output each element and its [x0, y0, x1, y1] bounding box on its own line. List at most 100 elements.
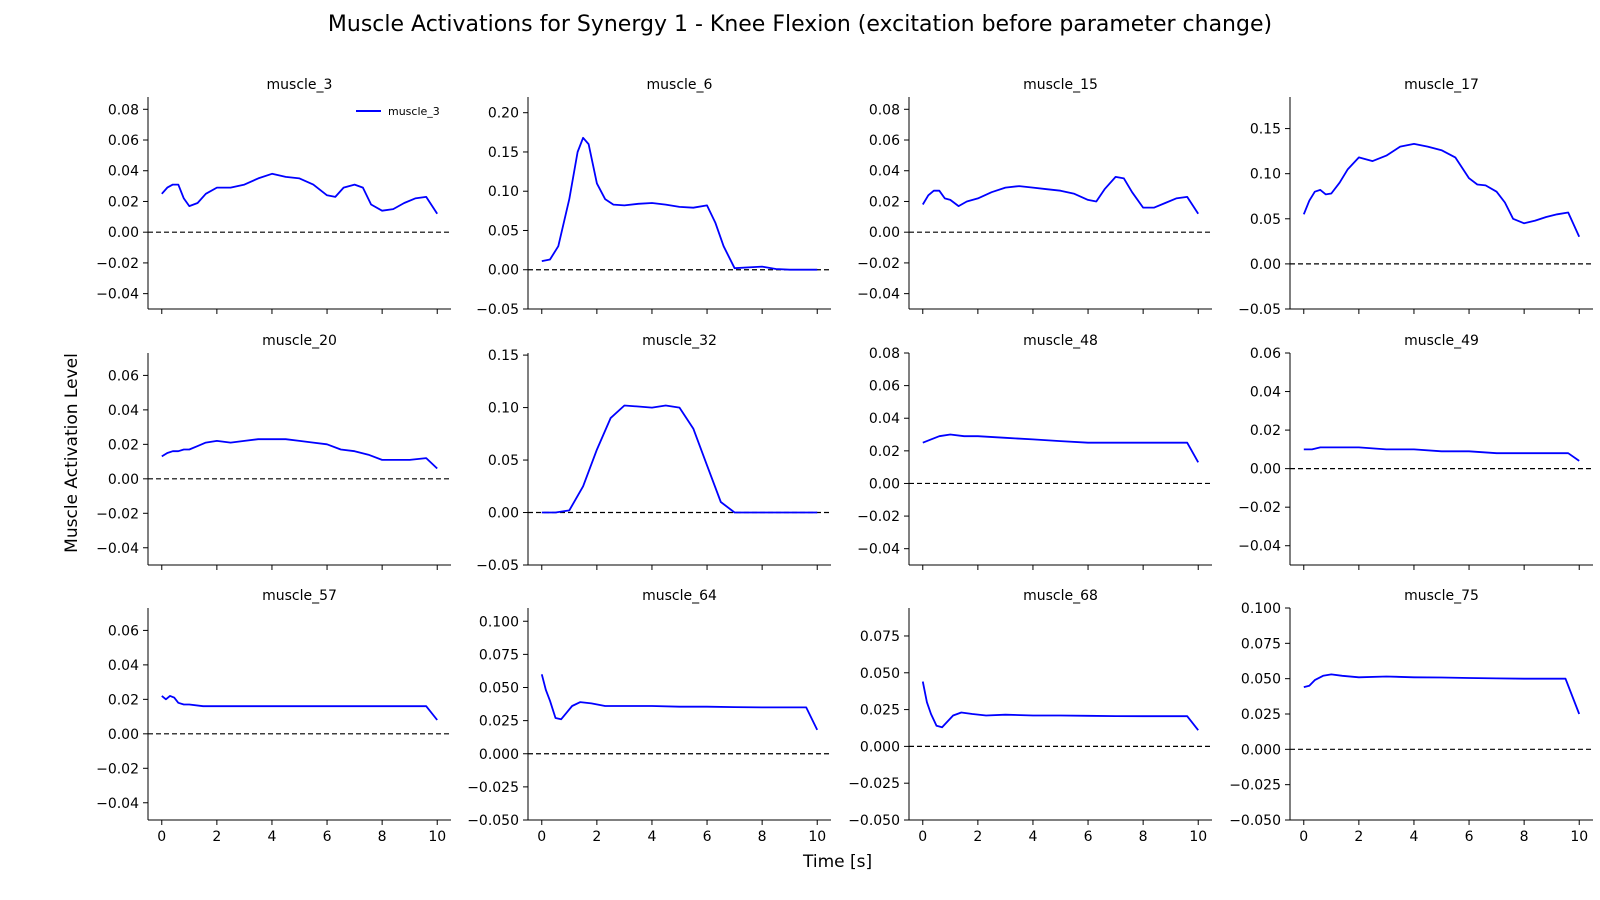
x-tick-label: 0	[537, 829, 546, 845]
y-tick-label: −0.025	[1229, 778, 1281, 794]
y-tick-label: 0.15	[488, 145, 519, 161]
x-tick-label: 4	[267, 829, 276, 845]
y-tick-label: −0.02	[1238, 500, 1281, 516]
y-tick-label: 0.075	[1241, 636, 1281, 652]
subplot-muscle_32: muscle_32 −0.05 0.00 0.05 0.10 0.15	[476, 333, 831, 574]
series-line-muscle_49	[1303, 446, 1580, 462]
x-tick-label: 10	[1570, 829, 1588, 845]
series-line-muscle_17	[1302, 142, 1581, 238]
y-tick-label: −0.04	[857, 287, 900, 303]
subplot-title: muscle_15	[1023, 77, 1098, 93]
y-tick-label: 0.050	[479, 681, 519, 697]
y-tick-label: −0.025	[848, 776, 900, 792]
y-tick-label: 0.08	[108, 102, 139, 118]
y-tick-label: 0.000	[860, 739, 900, 755]
y-tick-label: −0.050	[467, 813, 519, 829]
y-tick-label: 0.08	[869, 102, 900, 118]
y-tick-label: 0.100	[1241, 601, 1281, 617]
x-tick-label: 0	[157, 829, 166, 845]
y-tick-label: 0.00	[1250, 257, 1281, 273]
y-tick-label: 0.00	[488, 506, 519, 522]
y-tick-label: 0.075	[479, 647, 519, 663]
x-tick-label: 10	[1189, 829, 1207, 845]
y-tick-label: 0.00	[108, 472, 139, 488]
y-tick-label: 0.08	[869, 346, 900, 362]
x-tick-label: 4	[1409, 829, 1418, 845]
y-tick-label: 0.00	[108, 727, 139, 743]
subplot-muscle_17: muscle_17 −0.05 0.00 0.05 0.10 0.15	[1238, 77, 1593, 318]
y-tick-label: 0.025	[1241, 707, 1281, 723]
x-tick-label: 6	[703, 829, 712, 845]
y-tick-label: −0.025	[467, 780, 519, 796]
x-tick-label: 6	[1465, 829, 1474, 845]
y-tick-label: 0.00	[108, 225, 139, 241]
figure-title: Muscle Activations for Synergy 1 - Knee …	[327, 12, 1273, 37]
x-tick-label: 2	[973, 829, 982, 845]
legend-label: muscle_3	[388, 105, 440, 118]
x-tick-label: 10	[808, 829, 826, 845]
subplot-muscle_57: muscle_57 −0.04 −0.02 0.00 0.02 0.04 0.06 0 2 4 6 8…	[96, 588, 451, 845]
x-axis-label: Time [s]	[803, 852, 873, 872]
x-tick-label: 0	[918, 829, 927, 845]
y-tick-label: 0.050	[1241, 672, 1281, 688]
subplot-title: muscle_6	[647, 77, 713, 93]
y-tick-label: 0.05	[488, 223, 519, 239]
x-tick-label: 8	[1139, 829, 1148, 845]
y-tick-label: 0.06	[1250, 346, 1281, 362]
subplot-title: muscle_32	[642, 333, 717, 349]
y-tick-label: 0.10	[488, 401, 519, 417]
subplot-muscle_75: muscle_75 −0.050 −0.025 0.000 0.025 0.050 0.07…	[1229, 588, 1593, 845]
y-tick-label: 0.00	[488, 263, 519, 279]
subplot-muscle_48: muscle_48 −0.04 −0.02 0.00 0.02 0.04 0.06 0.08	[857, 333, 1212, 570]
y-tick-label: 0.02	[869, 444, 900, 460]
y-tick-label: −0.02	[96, 761, 139, 777]
subplot-title: muscle_57	[262, 588, 337, 604]
y-tick-label: 0.10	[488, 184, 519, 200]
subplot-muscle_64: muscle_64 −0.050 −0.025 0.000 0.025 0.050 0.07…	[467, 588, 831, 845]
y-tick-label: 0.10	[1250, 167, 1281, 183]
y-tick-label: −0.05	[1238, 302, 1281, 318]
series-line-muscle_64	[540, 674, 819, 731]
subplot-muscle_3: muscle_3 −0.04 −0.02 0.00 0.02 0.04 0.06 0.08 mu…	[96, 77, 451, 314]
subplot-muscle_15: muscle_15 −0.04 −0.02 0.00 0.02 0.04 0.06 0.08	[857, 77, 1212, 314]
y-tick-label: −0.05	[476, 558, 519, 574]
y-tick-label: −0.050	[848, 813, 900, 829]
y-tick-label: 0.15	[1250, 122, 1281, 138]
y-tick-label: 0.06	[869, 133, 900, 149]
y-tick-label: 0.050	[860, 666, 900, 682]
y-tick-label: −0.02	[857, 509, 900, 525]
y-tick-label: 0.000	[1241, 742, 1281, 758]
subplot-muscle_49: muscle_49 −0.04 −0.02 0.00 0.02 0.04 0.06	[1238, 333, 1593, 570]
x-tick-label: 8	[758, 829, 767, 845]
series-line-muscle_15	[922, 175, 1199, 215]
x-tick-label: 4	[647, 829, 656, 845]
y-tick-label: 0.000	[479, 747, 519, 763]
series-line-muscle_75	[1303, 673, 1581, 715]
x-tick-label: 6	[323, 829, 332, 845]
series-line-muscle_3	[161, 172, 438, 215]
x-tick-label: 8	[378, 829, 387, 845]
x-tick-label: 0	[1299, 829, 1308, 845]
y-tick-label: −0.04	[96, 796, 139, 812]
series-line-muscle_6	[541, 136, 818, 271]
y-tick-label: 0.04	[108, 164, 139, 180]
y-tick-label: 0.06	[108, 623, 139, 639]
subplot-muscle_6: muscle_6 −0.05 0.00 0.05 0.10 0.15 0.20	[476, 77, 831, 318]
y-tick-label: 0.02	[108, 437, 139, 453]
subplot-title: muscle_64	[642, 588, 717, 604]
series-line-muscle_32	[541, 404, 818, 514]
subplot-title: muscle_20	[262, 333, 337, 349]
y-tick-label: −0.02	[857, 256, 900, 272]
y-tick-label: 0.02	[869, 194, 900, 210]
x-tick-label: 6	[1084, 829, 1093, 845]
y-tick-label: 0.02	[108, 692, 139, 708]
subplot-title: muscle_48	[1023, 333, 1098, 349]
y-tick-label: 0.05	[1250, 212, 1281, 228]
y-tick-label: 0.20	[488, 106, 519, 122]
y-tick-label: −0.04	[1238, 539, 1281, 555]
x-tick-label: 8	[1520, 829, 1529, 845]
subplot-title: muscle_75	[1404, 588, 1479, 604]
subplot-title: muscle_3	[267, 77, 333, 93]
series-line-muscle_20	[161, 438, 438, 470]
